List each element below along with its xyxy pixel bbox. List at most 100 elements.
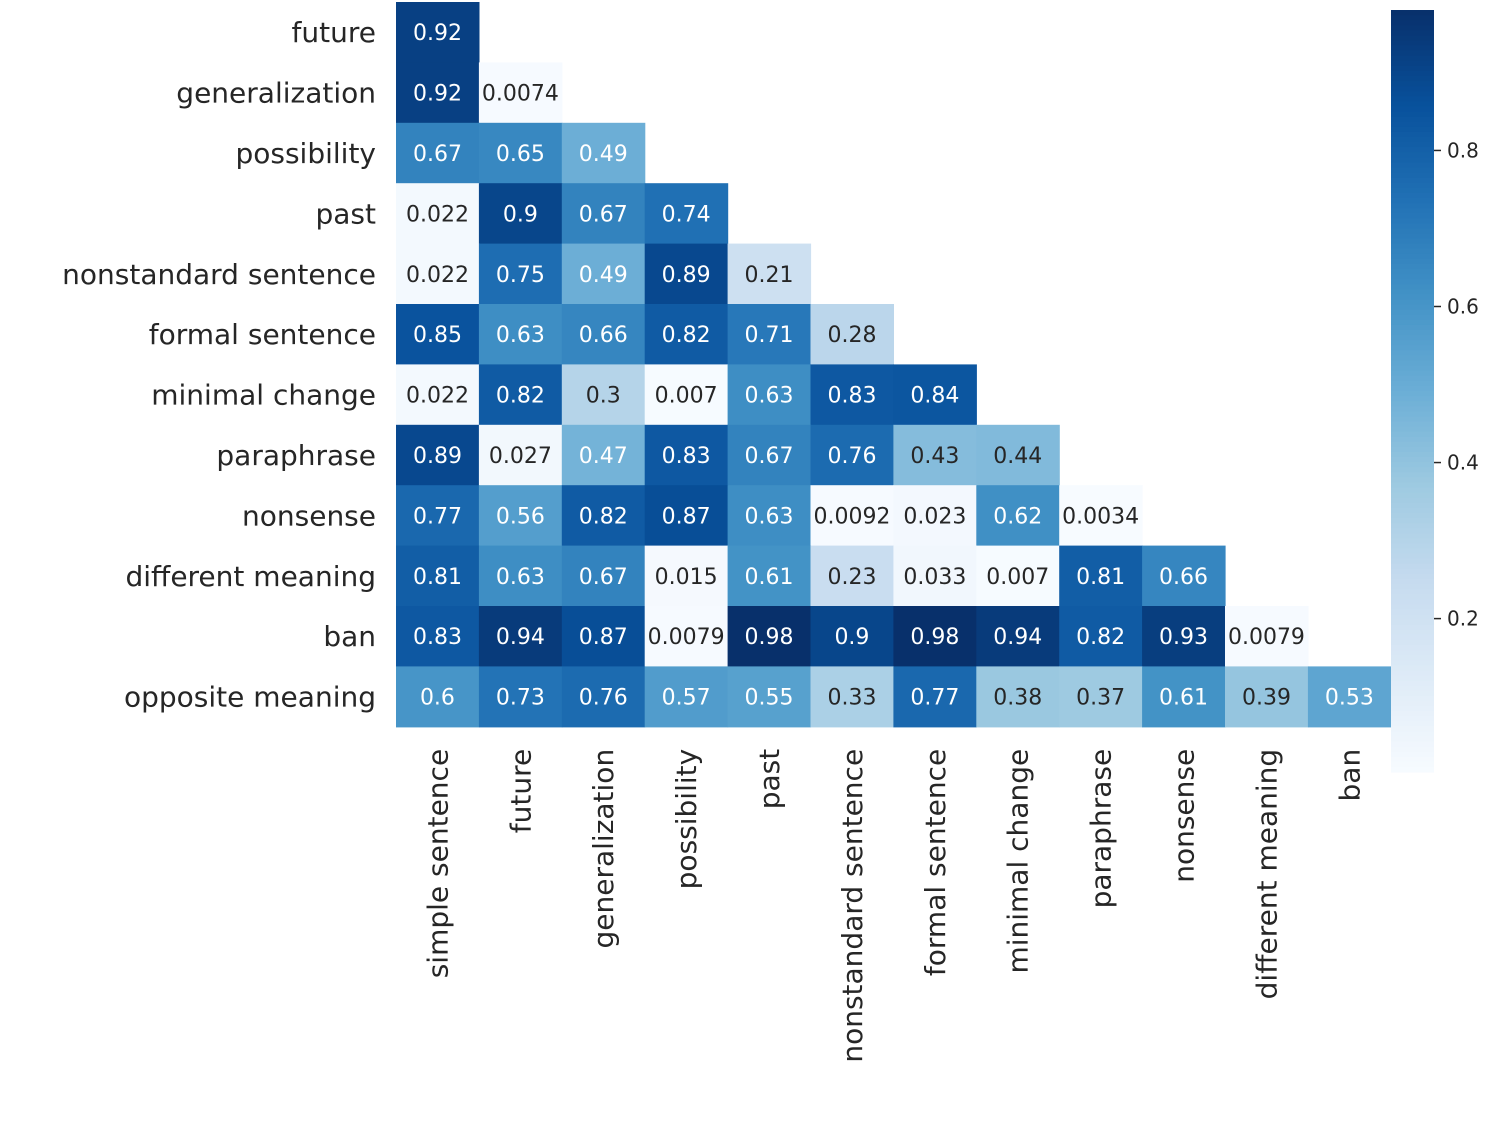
colorbar-segment bbox=[1391, 218, 1434, 224]
cell-annotation: 0.71 bbox=[745, 323, 794, 348]
cell-annotation: 0.83 bbox=[413, 625, 462, 650]
heatmap-cell bbox=[810, 424, 894, 486]
colorbar-segment bbox=[1391, 746, 1434, 753]
colorbar-segment bbox=[1391, 258, 1434, 265]
colorbar-segment bbox=[1391, 65, 1434, 72]
heatmap-cell bbox=[1142, 666, 1226, 728]
colorbar-segment bbox=[1391, 111, 1434, 118]
cell-annotation: 0.23 bbox=[827, 565, 876, 590]
colorbar-segment bbox=[1391, 330, 1434, 336]
colorbar-segment bbox=[1391, 665, 1434, 671]
colorbar-segment bbox=[1391, 106, 1434, 113]
heatmap-cell bbox=[893, 485, 977, 547]
colorbar-segment bbox=[1391, 721, 1434, 727]
heatmap-cell bbox=[810, 666, 894, 728]
colorbar-segment bbox=[1391, 289, 1434, 296]
colorbar-segment bbox=[1391, 157, 1434, 163]
colorbar-segment bbox=[1391, 578, 1434, 585]
colorbar-segment bbox=[1391, 248, 1434, 255]
colorbar-segment bbox=[1391, 634, 1434, 641]
heatmap-cell bbox=[396, 606, 480, 667]
heatmap-cell bbox=[727, 606, 812, 667]
cell-annotation: 0.28 bbox=[827, 323, 876, 348]
colorbar-segment bbox=[1391, 411, 1434, 417]
colorbar-segment bbox=[1391, 604, 1434, 611]
colorbar-segment bbox=[1391, 426, 1434, 433]
colorbar-segment bbox=[1391, 319, 1434, 326]
colorbar-segment bbox=[1391, 203, 1434, 209]
colorbar-segment bbox=[1391, 213, 1434, 219]
cell-annotation: 0.9 bbox=[503, 202, 538, 227]
cell-annotation: 0.47 bbox=[579, 444, 628, 469]
cell-annotation: 0.66 bbox=[1159, 565, 1208, 590]
heatmap-cell bbox=[478, 364, 563, 426]
colorbar-segment bbox=[1391, 91, 1434, 97]
heatmap-cell bbox=[561, 304, 646, 365]
heatmap-cell bbox=[893, 424, 977, 486]
heatmap-cell bbox=[644, 424, 729, 486]
y-tick-label: possibility bbox=[235, 137, 376, 170]
cell-annotation: 0.53 bbox=[1325, 686, 1374, 711]
heatmap-cell bbox=[478, 183, 563, 245]
colorbar-segment bbox=[1391, 619, 1434, 626]
cell-annotation: 0.023 bbox=[903, 504, 966, 529]
colorbar-segment bbox=[1391, 761, 1434, 768]
cell-annotation: 0.49 bbox=[579, 263, 628, 288]
colorbar-segment bbox=[1391, 45, 1434, 52]
colorbar-segment bbox=[1391, 472, 1434, 478]
x-tick-label: future bbox=[504, 749, 537, 833]
colorbar-segment bbox=[1391, 177, 1434, 184]
colorbar-segment bbox=[1391, 269, 1434, 275]
cell-annotation: 0.67 bbox=[413, 142, 462, 167]
colorbar-segment bbox=[1391, 50, 1434, 57]
heatmap-cell bbox=[810, 606, 894, 667]
heatmap-cell bbox=[1059, 485, 1143, 547]
colorbar-segment bbox=[1391, 274, 1434, 280]
x-tick-label: past bbox=[753, 749, 786, 810]
colorbar-segment bbox=[1391, 736, 1434, 743]
cell-annotation: 0.65 bbox=[496, 142, 545, 167]
cell-annotation: 0.63 bbox=[496, 323, 545, 348]
cell-annotation: 0.61 bbox=[1159, 686, 1208, 711]
cell-annotation: 0.67 bbox=[579, 202, 628, 227]
cell-annotation: 0.49 bbox=[579, 142, 628, 167]
cell-annotation: 0.0079 bbox=[1228, 625, 1305, 650]
heatmap-cell bbox=[396, 243, 480, 305]
y-tick-label: different meaning bbox=[125, 560, 376, 593]
y-tick-label: minimal change bbox=[151, 379, 376, 412]
cell-annotation: 0.57 bbox=[662, 686, 711, 711]
heatmap-cell bbox=[478, 122, 563, 184]
colorbar-tick-label: 0.8 bbox=[1447, 138, 1479, 162]
heatmap-cell bbox=[396, 183, 480, 245]
colorbar-segment bbox=[1391, 705, 1434, 712]
cell-annotation: 0.76 bbox=[827, 444, 876, 469]
x-tick-label: ban bbox=[1333, 749, 1366, 802]
colorbar-segment bbox=[1391, 431, 1434, 438]
heatmap-cell bbox=[561, 424, 646, 486]
cell-annotation: 0.94 bbox=[993, 625, 1042, 650]
colorbar-segment bbox=[1391, 30, 1434, 36]
cell-annotation: 0.76 bbox=[579, 686, 628, 711]
heatmap-cell bbox=[727, 545, 812, 607]
heatmap-cell bbox=[561, 545, 646, 607]
heatmap-cell bbox=[1059, 666, 1143, 728]
colorbar-segment bbox=[1391, 35, 1434, 42]
heatmap-cell bbox=[976, 666, 1060, 728]
cell-annotation: 0.022 bbox=[406, 263, 469, 288]
cell-annotation: 0.82 bbox=[1076, 625, 1125, 650]
cell-annotation: 0.61 bbox=[745, 565, 794, 590]
colorbar-segment bbox=[1391, 81, 1434, 87]
cell-annotation: 0.83 bbox=[827, 384, 876, 409]
colorbar-segment bbox=[1391, 711, 1434, 717]
cell-annotation: 0.81 bbox=[1076, 565, 1125, 590]
heatmap-cell bbox=[810, 545, 894, 607]
colorbar-segment bbox=[1391, 573, 1434, 580]
heatmap-cell bbox=[396, 485, 480, 547]
colorbar-segment bbox=[1391, 492, 1434, 499]
colorbar-segment bbox=[1391, 314, 1434, 321]
cell-annotation: 0.82 bbox=[579, 504, 628, 529]
colorbar-segment bbox=[1391, 279, 1434, 285]
heatmap-cell bbox=[976, 606, 1060, 667]
colorbar-segment bbox=[1391, 391, 1434, 397]
cell-annotation: 0.77 bbox=[413, 504, 462, 529]
